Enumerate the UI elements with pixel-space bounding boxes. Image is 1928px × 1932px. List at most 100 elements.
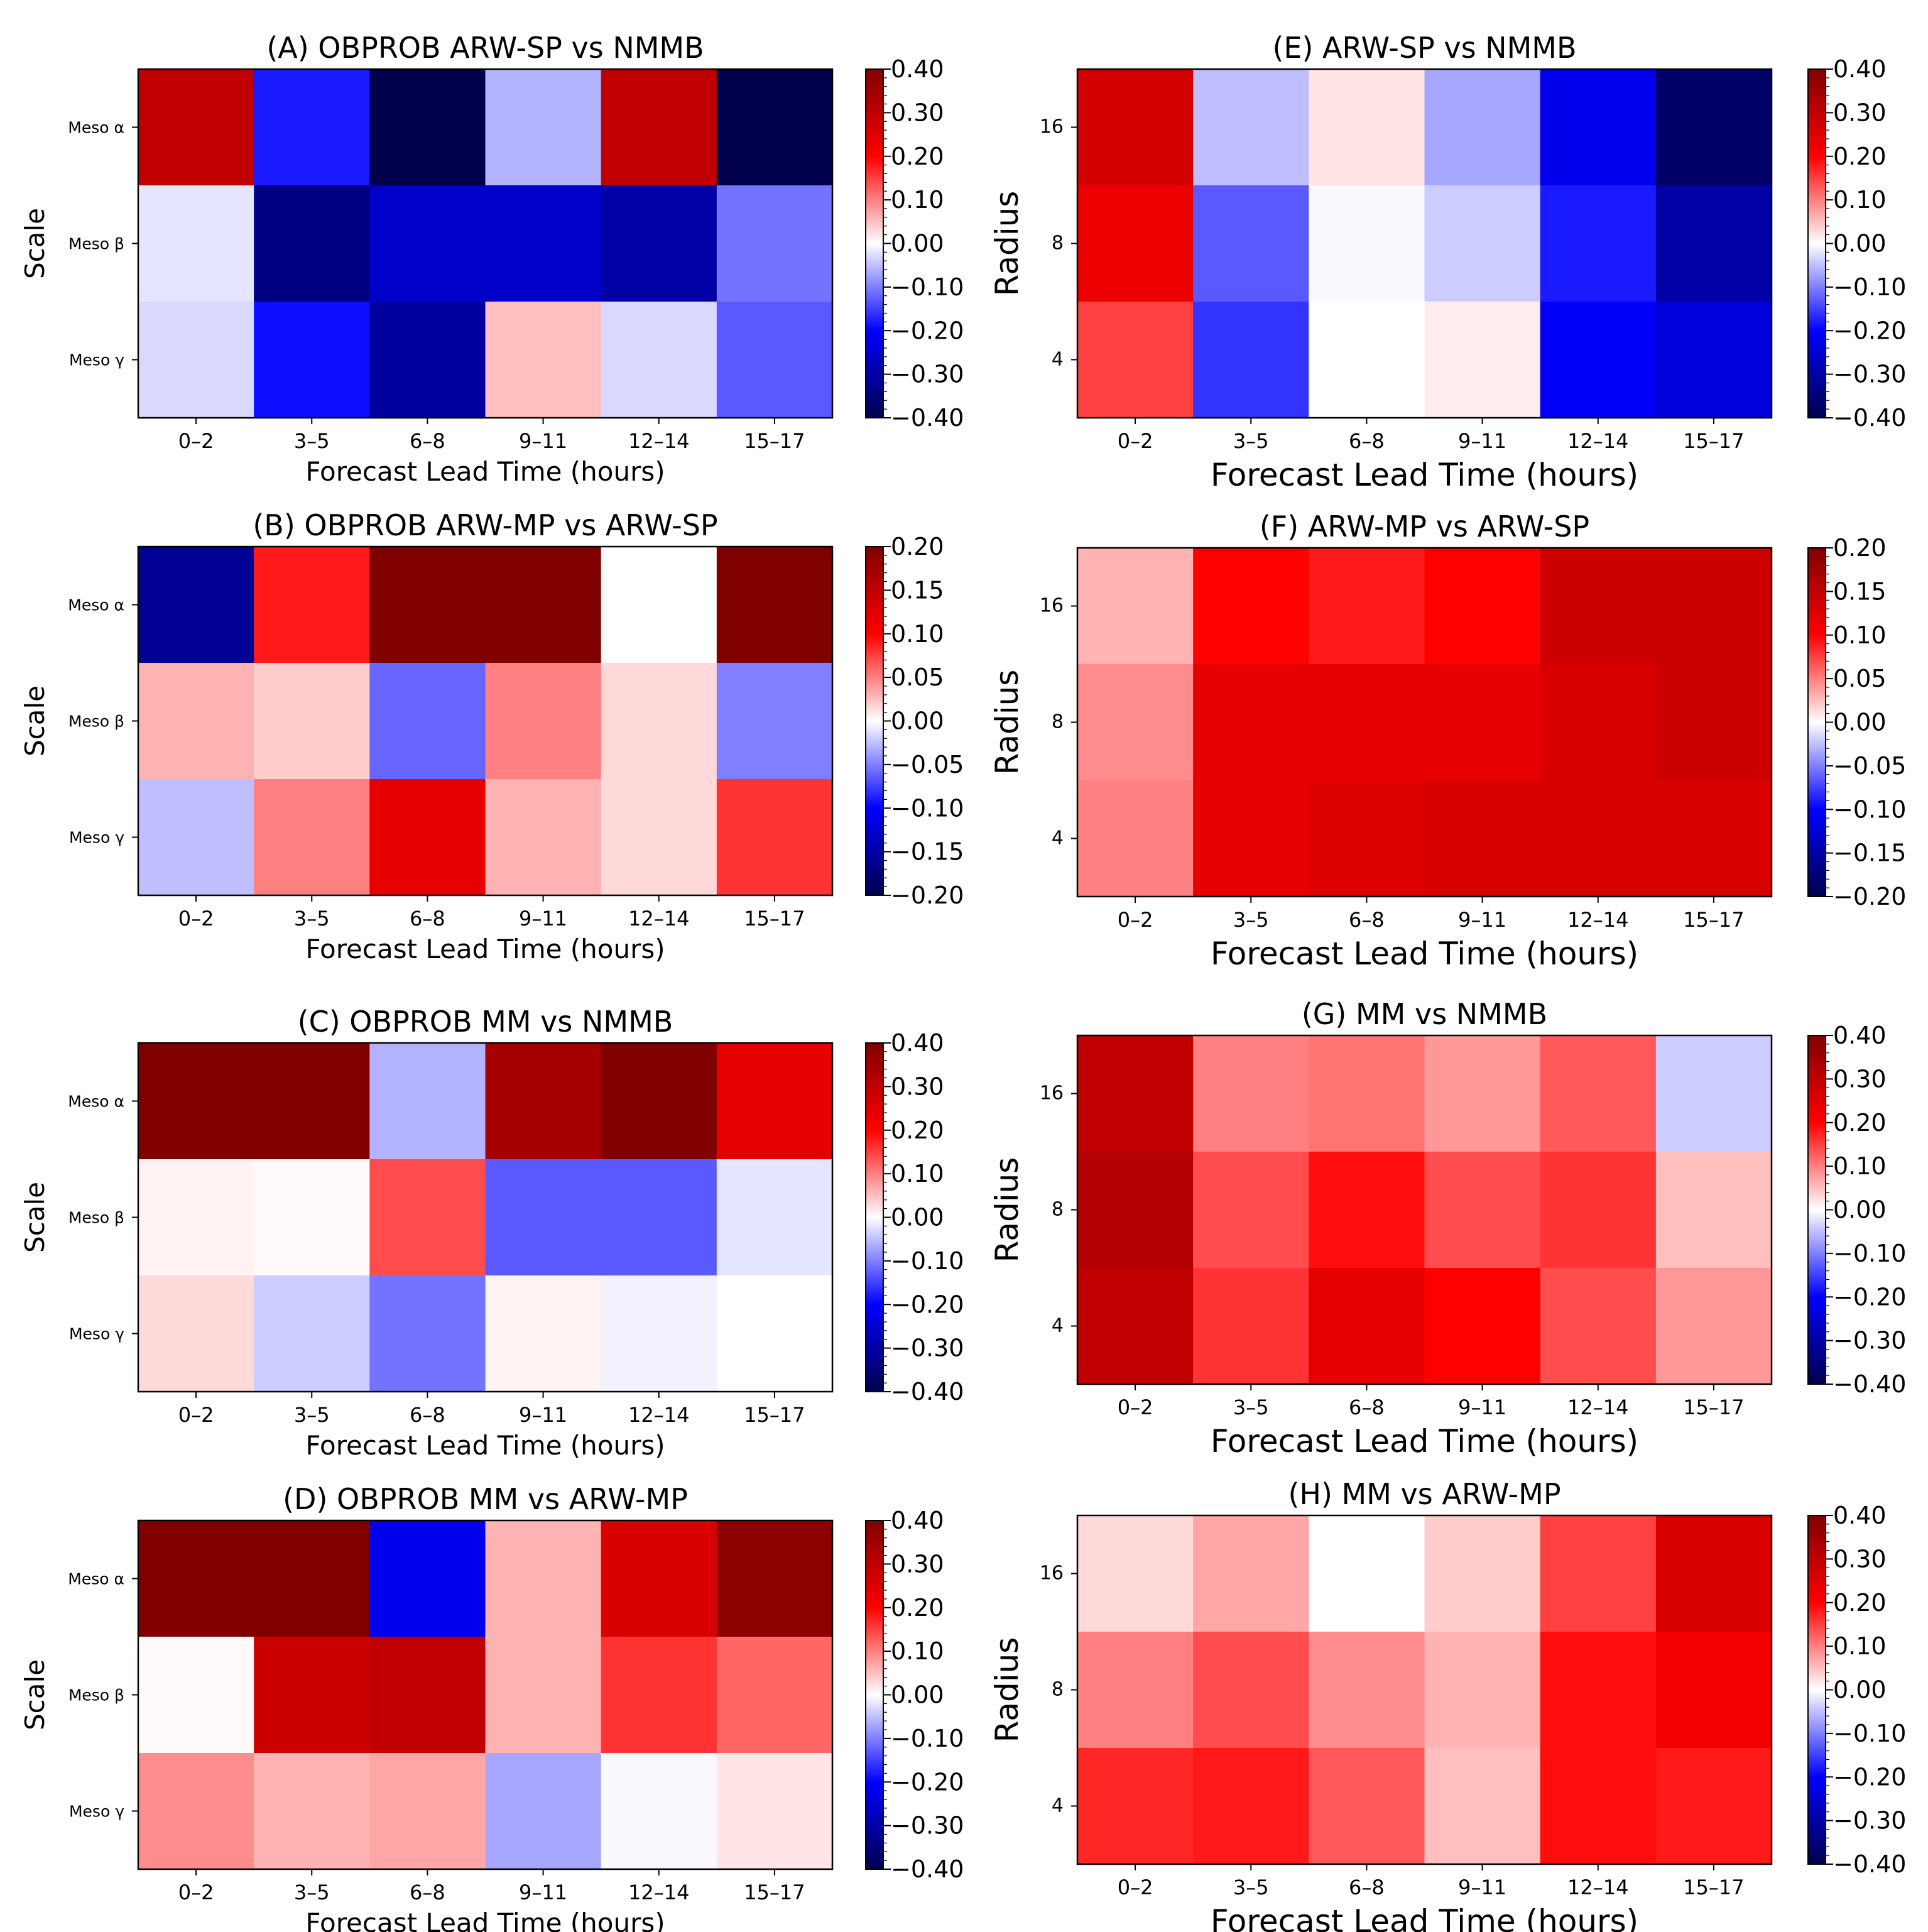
cell-d-r2-c5 (716, 1753, 833, 1870)
cell-h-r1-c0 (1077, 1632, 1194, 1749)
ytick-label-h-1: 8 (1052, 1679, 1064, 1701)
cell-c-r2-c0 (138, 1275, 254, 1392)
cell-d-r1-c2 (369, 1637, 486, 1754)
colorbar-tick-label-f-7: −0.15 (1833, 839, 1906, 867)
cell-h-r0-c4 (1540, 1515, 1657, 1632)
xtick-label-g-2: 6–8 (1349, 1395, 1385, 1419)
ytick-label-g-1: 8 (1052, 1199, 1064, 1221)
cell-e-r1-c0 (1077, 185, 1194, 302)
cell-g-r1-c2 (1309, 1152, 1425, 1269)
cell-h-r0-c3 (1424, 1515, 1541, 1632)
ytick-label-g-2: 4 (1052, 1315, 1064, 1337)
panel-c: (C) OBPROB MM vs NMMB 0–2 3–5 6–8 9–11 12–14 1… (19, 1005, 964, 1461)
cell-b-r0-c2 (369, 547, 486, 663)
colorbar-tick-label-b-3: 0.05 (891, 663, 944, 691)
xtick-label-d-3: 9–11 (519, 1880, 567, 1904)
cell-b-r2-c2 (369, 779, 486, 896)
cell-f-r1-c1 (1193, 664, 1309, 781)
cell-g-r0-c3 (1424, 1035, 1541, 1152)
cell-a-r1-c4 (601, 185, 717, 302)
colorbar-tick-label-f-0: 0.20 (1833, 534, 1887, 562)
xtick-label-f-4: 12–14 (1567, 908, 1628, 932)
cell-h-r2-c5 (1655, 1748, 1772, 1865)
cell-c-r0-c5 (716, 1043, 833, 1160)
cell-h-r1-c5 (1655, 1632, 1772, 1749)
ytick-label-d-0: Meso α (68, 1570, 124, 1588)
panel-h: (H) MM vs ARW-MP 0–2 3–5 6–8 9–11 12–14 15–17 F… (989, 1477, 1906, 1932)
cell-c-r1-c2 (369, 1159, 486, 1276)
colorbar-tick-label-c-0: 0.40 (891, 1029, 944, 1057)
yaxis-label-g: Radius (989, 1157, 1025, 1263)
cell-d-r0-c3 (485, 1520, 602, 1637)
colorbar-tick-label-g-8: −0.40 (1833, 1370, 1906, 1398)
cell-d-r2-c1 (254, 1753, 370, 1870)
cell-e-r1-c5 (1655, 185, 1772, 302)
cell-h-r0-c5 (1655, 1515, 1772, 1632)
colorbar-f (1807, 547, 1826, 897)
cell-e-r2-c2 (1309, 302, 1425, 418)
colorbar-tick-label-d-1: 0.30 (891, 1550, 944, 1578)
ytick-label-e-1: 8 (1052, 232, 1064, 254)
xtick-label-g-5: 15–17 (1683, 1395, 1744, 1419)
ytick-label-e-2: 4 (1052, 349, 1064, 371)
colorbar-tick-label-a-1: 0.30 (891, 99, 944, 126)
cell-a-r0-c5 (716, 69, 833, 186)
cell-g-r1-c3 (1424, 1152, 1541, 1269)
cell-h-r1-c1 (1193, 1632, 1309, 1749)
xtick-label-h-3: 9–11 (1458, 1875, 1506, 1899)
colorbar-tick-label-b-6: −0.10 (891, 794, 964, 822)
xtick-label-b-2: 6–8 (410, 907, 445, 931)
xtick-label-a-5: 15–17 (744, 429, 805, 453)
xtick-label-c-0: 0–2 (178, 1403, 214, 1427)
colorbar-tick-label-c-5: −0.10 (891, 1247, 964, 1275)
colorbar-tick-label-d-7: −0.30 (891, 1812, 964, 1840)
cell-c-r2-c2 (369, 1275, 486, 1392)
colorbar-tick-label-b-0: 0.20 (891, 533, 944, 560)
colorbar-tick-label-e-4: 0.00 (1833, 230, 1887, 258)
cell-f-r1-c5 (1655, 664, 1772, 781)
cell-a-r0-c2 (369, 69, 486, 186)
cell-f-r0-c3 (1424, 548, 1541, 665)
colorbar-tick-label-d-4: 0.00 (891, 1681, 944, 1709)
xtick-label-b-3: 9–11 (519, 907, 567, 931)
cell-g-r1-c5 (1655, 1152, 1772, 1269)
colorbar-tick-label-h-4: 0.00 (1833, 1676, 1887, 1704)
cell-b-r1-c0 (138, 663, 254, 780)
cell-d-r0-c1 (254, 1520, 370, 1637)
cell-b-r1-c3 (485, 663, 602, 780)
cell-f-r2-c0 (1077, 780, 1194, 897)
cell-h-r2-c4 (1540, 1748, 1657, 1865)
colorbar-tick-label-e-1: 0.30 (1833, 99, 1887, 126)
panel-h-title: (H) MM vs ARW-MP (1288, 1477, 1560, 1511)
cell-h-r0-c0 (1077, 1515, 1194, 1632)
colorbar-tick-label-d-0: 0.40 (891, 1507, 944, 1534)
xtick-label-f-5: 15–17 (1683, 908, 1744, 932)
cell-a-r1-c2 (369, 185, 486, 302)
xtick-label-f-3: 9–11 (1458, 908, 1506, 932)
colorbar-tick-label-d-8: −0.40 (891, 1855, 964, 1883)
xaxis-label-h: Forecast Lead Time (hours) (1211, 1903, 1638, 1932)
colorbar-tick-label-h-6: −0.20 (1833, 1763, 1906, 1791)
cell-d-r2-c0 (138, 1753, 254, 1870)
colorbar-tick-label-c-4: 0.00 (891, 1204, 944, 1231)
panel-g-title: (G) MM vs NMMB (1302, 997, 1547, 1031)
colorbar-tick-label-c-1: 0.30 (891, 1072, 944, 1100)
xaxis-label-a: Forecast Lead Time (hours) (305, 456, 665, 487)
cell-d-r0-c2 (369, 1520, 486, 1637)
cell-g-r2-c5 (1655, 1268, 1772, 1385)
xtick-label-a-3: 9–11 (519, 429, 567, 453)
xaxis-label-c: Forecast Lead Time (hours) (305, 1430, 665, 1461)
cell-e-r0-c4 (1540, 69, 1657, 186)
colorbar-tick-label-e-2: 0.20 (1833, 143, 1887, 170)
ytick-label-e-0: 16 (1040, 116, 1064, 138)
cell-b-r2-c4 (601, 779, 717, 896)
ytick-label-c-2: Meso γ (69, 1325, 124, 1343)
cell-a-r1-c0 (138, 185, 254, 302)
colorbar-tick-label-h-2: 0.20 (1833, 1589, 1887, 1617)
xtick-label-d-5: 15–17 (744, 1880, 805, 1904)
cell-e-r1-c4 (1540, 185, 1657, 302)
cell-g-r0-c0 (1077, 1035, 1194, 1152)
cell-a-r0-c4 (601, 69, 717, 186)
cell-a-r2-c3 (485, 302, 602, 418)
cell-c-r0-c4 (601, 1043, 717, 1160)
